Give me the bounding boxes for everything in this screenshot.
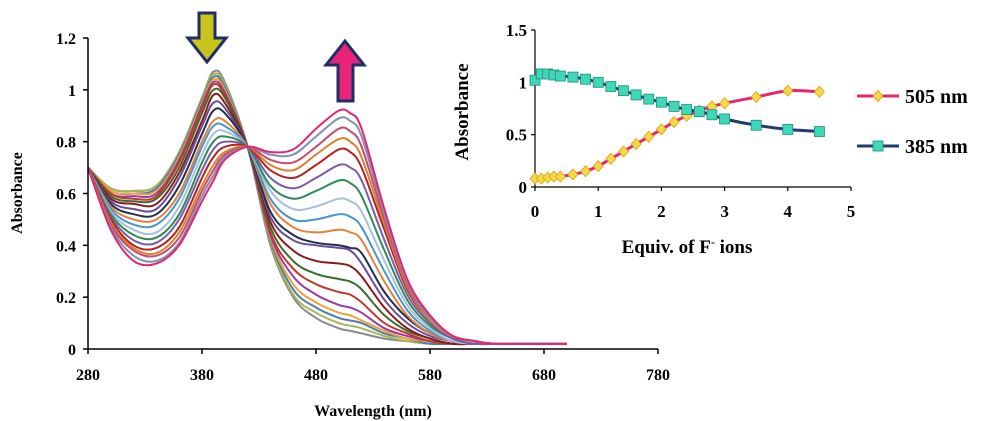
inset-y-tick-label: 1 (519, 73, 528, 92)
inset-point-square (750, 119, 762, 131)
inset-point-square (554, 70, 566, 82)
main-series-line-15 (87, 140, 567, 346)
main-y-tick-label: 0.6 (56, 187, 76, 204)
main-x-tick-label: 580 (418, 367, 442, 384)
inset-point-square (529, 74, 541, 86)
inset-series-group (529, 68, 825, 185)
inset-point-diamond (655, 123, 667, 136)
inset-point-diamond (782, 84, 794, 97)
main-y-tick-label: 0 (68, 342, 76, 359)
main-series-line-2 (87, 72, 567, 345)
inset-y-tick-label: 0 (519, 178, 528, 197)
inset-point-square (618, 85, 629, 97)
main-x-tick-label: 480 (304, 367, 328, 384)
main-series-line-3 (87, 74, 567, 346)
inset-point-diamond (554, 170, 566, 183)
inset-point-square (605, 81, 617, 92)
inset-legend: 505 nm 385 nm (857, 86, 968, 158)
main-x-tick-label: 380 (190, 367, 214, 384)
down-arrow-icon (184, 11, 230, 65)
inset-x-tick-label: 4 (784, 202, 793, 221)
inset-point-diamond (580, 165, 592, 178)
inset-point-square (567, 71, 579, 83)
inset-x-tick-label: 3 (720, 202, 729, 221)
main-spectrum-chart: 0 0.2 0.4 0.6 0.8 1 1.2 280 380 480 580 680 780 Wav… (9, 11, 670, 420)
main-series-line-13 (87, 129, 567, 345)
main-x-tick-label: 280 (76, 367, 100, 384)
inset-chart: 0 0.5 1 1.5 0 1 2 3 4 5 Equiv. of F- ions Absorb… (452, 21, 968, 258)
legend-label: 385 nm (905, 136, 968, 158)
main-y-tick-label: 1 (68, 83, 76, 100)
inset-point-diamond (668, 116, 680, 129)
main-series-group (87, 69, 567, 346)
inset-point-square (656, 96, 667, 108)
inset-point-square (580, 73, 591, 85)
main-series-line-6 (87, 82, 567, 345)
inset-point-diamond (813, 85, 825, 98)
main-x-tick-label: 680 (532, 367, 556, 384)
main-x-axis-label: Wavelength (nm) (314, 403, 432, 420)
inset-y-ticks: 0 0.5 1 1.5 (506, 21, 535, 197)
inset-point-square (706, 109, 718, 121)
inset-point-square (693, 106, 705, 118)
legend-marker-square (872, 140, 884, 152)
main-y-axis-label: Absorbance (9, 152, 26, 234)
legend-marker-diamond (872, 89, 884, 103)
inset-x-tick-label: 2 (657, 202, 666, 221)
inset-point-square (630, 89, 642, 101)
inset-x-tick-label: 1 (594, 202, 603, 221)
inset-point-square (681, 104, 693, 115)
inset-point-diamond (605, 152, 617, 165)
inset-x-ticks: 0 1 2 3 4 5 (531, 187, 856, 221)
main-series-line-8 (87, 92, 567, 346)
main-y-tick-label: 1.2 (56, 31, 76, 48)
main-y-tick-label: 0.4 (56, 238, 76, 255)
main-x-ticks: 280 380 480 580 680 780 (76, 349, 670, 384)
inset-point-square (668, 101, 680, 112)
main-x-tick-label: 780 (646, 367, 670, 384)
inset-y-axis-label: Absorbance (452, 63, 473, 160)
main-y-tick-label: 0.8 (56, 135, 76, 152)
inset-point-square (592, 76, 604, 88)
inset-point-diamond (630, 137, 642, 151)
inset-point-diamond (719, 97, 731, 110)
inset-point-diamond (567, 168, 579, 181)
inset-point-square (643, 93, 655, 105)
inset-point-square (814, 126, 825, 137)
inset-x-tick-label: 0 (531, 202, 540, 221)
inset-point-square (719, 113, 730, 125)
main-y-tick-label: 0.2 (56, 290, 76, 307)
inset-y-tick-label: 1.5 (506, 21, 527, 40)
inset-point-diamond (592, 159, 604, 173)
main-y-ticks: 0 0.2 0.4 0.6 0.8 1 1.2 (56, 31, 88, 359)
inset-point-diamond (750, 90, 762, 104)
up-arrow-icon (322, 38, 368, 103)
inset-point-diamond (617, 145, 630, 158)
inset-point-diamond (643, 130, 655, 143)
inset-x-tick-label: 5 (847, 202, 856, 221)
inset-y-tick-label: 0.5 (506, 126, 527, 145)
legend-label: 505 nm (905, 86, 968, 108)
inset-x-axis-label: Equiv. of F- ions (622, 235, 753, 258)
main-series-line-20 (87, 108, 567, 345)
inset-point-square (782, 124, 794, 135)
